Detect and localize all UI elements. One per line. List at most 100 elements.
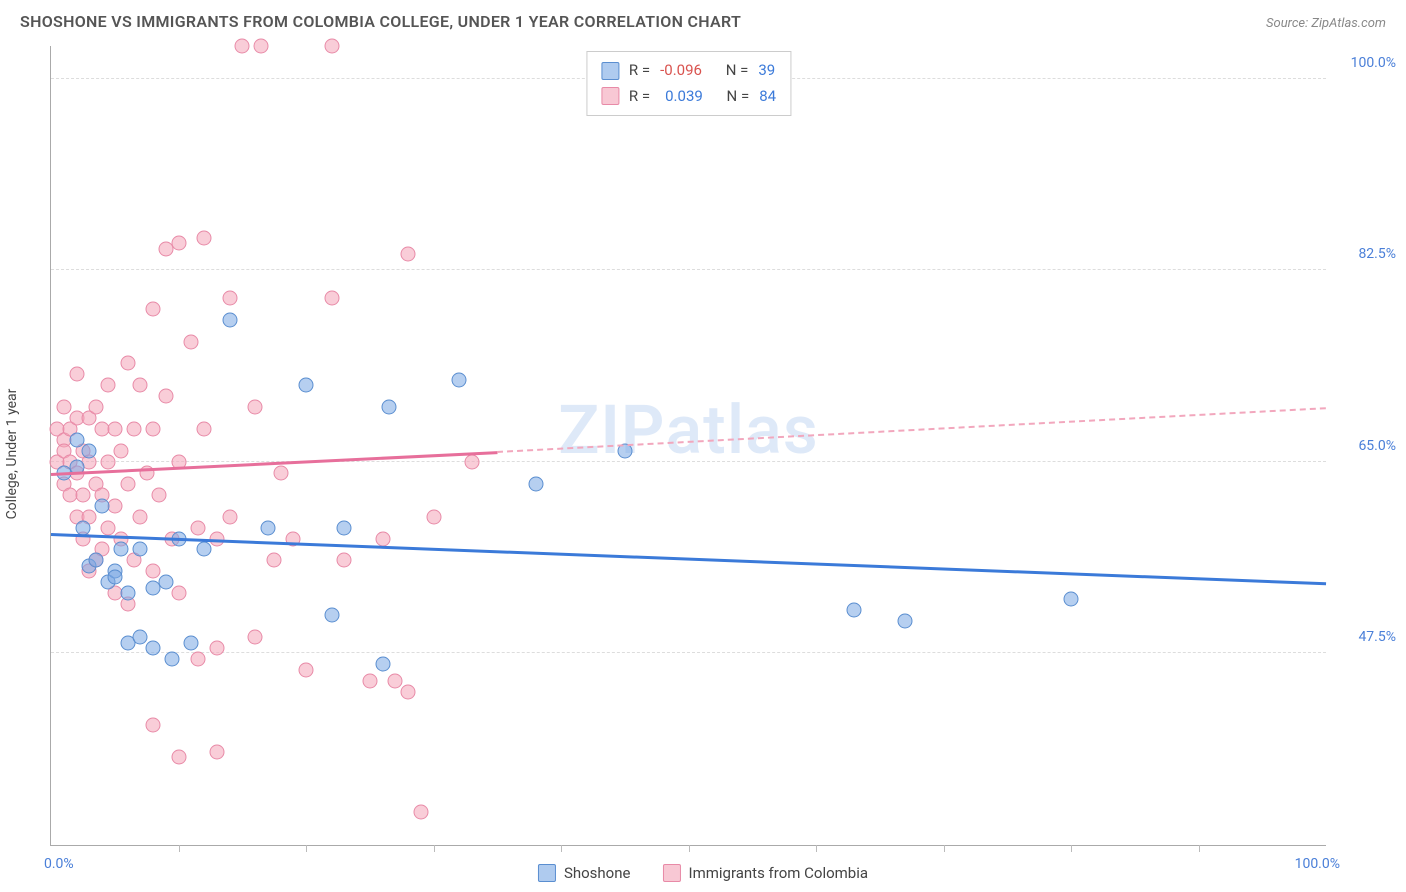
source-attribution: Source: ZipAtlas.com xyxy=(1266,16,1386,31)
data-point xyxy=(260,520,275,535)
data-point xyxy=(165,651,180,666)
data-point xyxy=(299,378,314,393)
data-point xyxy=(267,553,282,568)
data-point xyxy=(69,433,84,448)
watermark-atlas: atlas xyxy=(666,390,819,470)
data-point xyxy=(146,641,161,656)
data-point xyxy=(126,422,141,437)
data-point xyxy=(75,520,90,535)
data-point xyxy=(101,520,116,535)
data-point xyxy=(197,230,212,245)
data-point xyxy=(197,542,212,557)
x-tick xyxy=(179,845,180,852)
data-point xyxy=(324,608,339,623)
chart-header: SHOSHONE VS IMMIGRANTS FROM COLOMBIA COL… xyxy=(0,0,1406,35)
data-point xyxy=(120,586,135,601)
data-point xyxy=(222,290,237,305)
r-label: R = xyxy=(629,84,650,110)
series-legend: Shoshone Immigrants from Colombia xyxy=(538,864,868,882)
y-tick-label: 65.0% xyxy=(1358,438,1396,454)
correlation-legend: R = -0.096 N = 39 R = 0.039 N = 84 xyxy=(586,51,791,116)
y-tick-label: 100.0% xyxy=(1351,55,1396,71)
data-point xyxy=(324,39,339,54)
data-point xyxy=(69,367,84,382)
data-point xyxy=(101,378,116,393)
x-tick xyxy=(561,845,562,852)
data-point xyxy=(337,553,352,568)
data-point xyxy=(898,613,913,628)
watermark: ZIPatlas xyxy=(558,390,819,470)
x-tick xyxy=(816,845,817,852)
data-point xyxy=(152,487,167,502)
data-point xyxy=(88,400,103,415)
data-point xyxy=(248,630,263,645)
data-point xyxy=(337,520,352,535)
data-point xyxy=(88,553,103,568)
data-point xyxy=(120,356,135,371)
data-point xyxy=(190,651,205,666)
swatch-pink xyxy=(601,87,619,105)
data-point xyxy=(362,673,377,688)
x-tick xyxy=(689,845,690,852)
data-point xyxy=(273,465,288,480)
plot-region: ZIPatlas R = -0.096 N = 39 R = 0.039 N =… xyxy=(50,46,1326,846)
data-point xyxy=(56,400,71,415)
data-point xyxy=(197,422,212,437)
trend-line xyxy=(51,533,1326,585)
data-point xyxy=(114,443,129,458)
chart-area: College, Under 1 year ZIPatlas R = -0.09… xyxy=(50,46,1326,846)
data-point xyxy=(209,744,224,759)
x-tick xyxy=(1071,845,1072,852)
data-point xyxy=(114,542,129,557)
data-point xyxy=(452,372,467,387)
data-point xyxy=(133,542,148,557)
x-tick xyxy=(944,845,945,852)
data-point xyxy=(254,39,269,54)
data-point xyxy=(133,509,148,524)
gridline xyxy=(51,461,1326,462)
data-point xyxy=(388,673,403,688)
data-point xyxy=(413,805,428,820)
r-value-blue: -0.096 xyxy=(660,58,702,84)
gridline xyxy=(51,652,1326,653)
r-value-pink: 0.039 xyxy=(665,84,703,110)
data-point xyxy=(171,586,186,601)
data-point xyxy=(158,389,173,404)
x-axis-max-label: 100.0% xyxy=(1295,856,1340,872)
trend-line-dashed xyxy=(497,407,1326,453)
legend-item-shoshone: Shoshone xyxy=(538,864,631,882)
data-point xyxy=(375,657,390,672)
chart-title: SHOSHONE VS IMMIGRANTS FROM COLOMBIA COL… xyxy=(20,12,741,31)
legend-item-colombia: Immigrants from Colombia xyxy=(662,864,868,882)
x-tick xyxy=(306,845,307,852)
data-point xyxy=(184,635,199,650)
data-point xyxy=(120,476,135,491)
r-label: R = xyxy=(629,58,650,84)
data-point xyxy=(146,301,161,316)
data-point xyxy=(248,400,263,415)
n-value-blue: 39 xyxy=(758,58,775,84)
data-point xyxy=(190,520,205,535)
data-point xyxy=(133,630,148,645)
data-point xyxy=(171,750,186,765)
data-point xyxy=(101,454,116,469)
legend-row-pink: R = 0.039 N = 84 xyxy=(601,84,776,110)
data-point xyxy=(464,454,479,469)
data-point xyxy=(184,334,199,349)
data-point xyxy=(222,312,237,327)
data-point xyxy=(401,246,416,261)
swatch-blue xyxy=(538,864,556,882)
data-point xyxy=(528,476,543,491)
data-point xyxy=(107,498,122,513)
data-point xyxy=(222,509,237,524)
legend-row-blue: R = -0.096 N = 39 xyxy=(601,58,776,84)
y-tick-label: 47.5% xyxy=(1358,629,1396,645)
n-value-pink: 84 xyxy=(759,84,776,110)
watermark-zip: ZIP xyxy=(558,390,665,470)
data-point xyxy=(146,717,161,732)
x-tick xyxy=(434,845,435,852)
data-point xyxy=(299,662,314,677)
data-point xyxy=(209,641,224,656)
legend-label-shoshone: Shoshone xyxy=(564,864,631,882)
n-label: N = xyxy=(727,84,750,110)
